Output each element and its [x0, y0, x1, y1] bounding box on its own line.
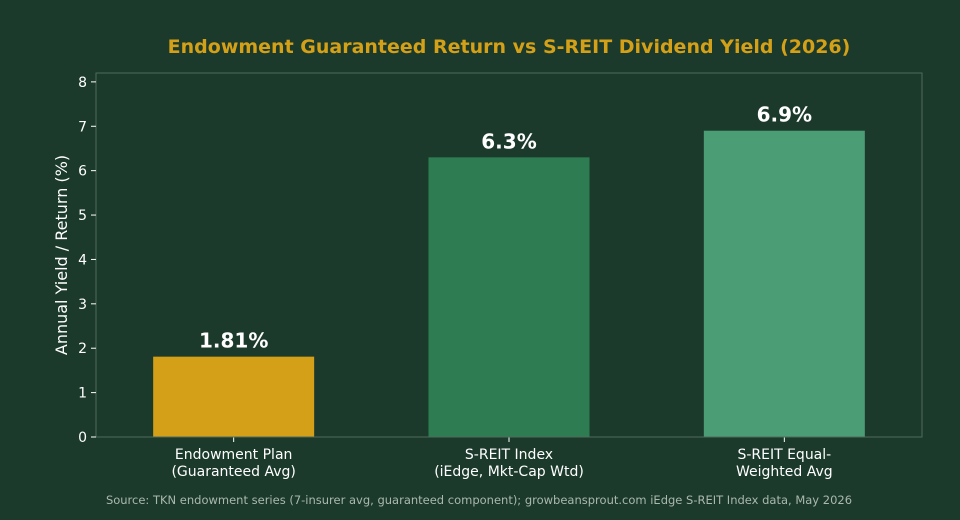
x-tick-label: S-REIT Index: [465, 447, 553, 463]
bar-3: [703, 130, 865, 437]
bar-value-label: 6.3%: [481, 129, 536, 153]
x-tick-label: Endowment Plan: [175, 447, 292, 463]
y-tick-label: 0: [78, 430, 87, 446]
y-tick-label: 5: [78, 208, 87, 224]
y-tick-label: 2: [78, 341, 87, 357]
y-axis-label: Annual Yield / Return (%): [52, 155, 71, 355]
x-tick-label: (Guaranteed Avg): [171, 464, 295, 480]
x-axis: Endowment Plan(Guaranteed Avg) S-REIT Ind…: [96, 436, 922, 480]
x-tick-label: Weighted Avg: [736, 464, 833, 480]
bar-1: [153, 356, 315, 437]
bar-value-label: 1.81%: [199, 329, 268, 353]
bars-group: 1.81% 6.3% 6.9%: [153, 103, 865, 437]
x-tick-label: S-REIT Equal-: [737, 447, 831, 463]
y-tick-label: 6: [78, 164, 87, 180]
y-tick-label: 4: [78, 252, 87, 268]
x-tick-label: (iEdge, Mkt-Cap Wtd): [434, 464, 584, 480]
y-axis: 0 1 2 3 4 5 6 7 8: [78, 75, 96, 446]
chart-title: Endowment Guaranteed Return vs S-REIT Di…: [168, 36, 851, 58]
bar-2: [428, 157, 590, 437]
y-tick-label: 8: [78, 75, 87, 91]
y-tick-label: 7: [78, 119, 87, 135]
source-note: Source: TKN endowment series (7-insurer …: [106, 493, 852, 507]
y-tick-label: 3: [78, 297, 87, 313]
bar-value-label: 6.9%: [757, 103, 812, 127]
y-tick-label: 1: [78, 386, 87, 402]
